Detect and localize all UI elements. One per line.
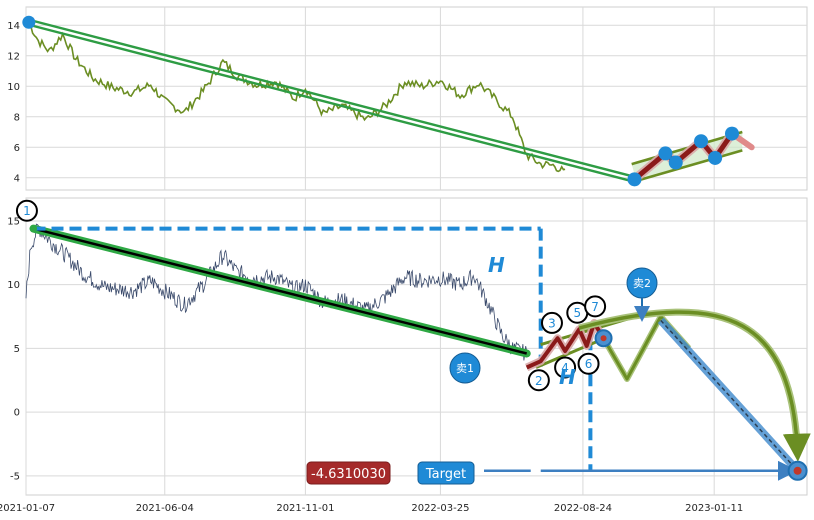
point-label-number: 3 — [548, 316, 556, 330]
point-label-circle — [584, 295, 607, 318]
point-label-circle — [15, 199, 38, 222]
y-tick-label: 6 — [14, 143, 20, 154]
point-label-number: 7 — [591, 300, 599, 314]
value-box — [306, 461, 391, 485]
x-tick-label: 2021-06-04 — [136, 503, 194, 514]
y-tick-label: 10 — [7, 280, 20, 291]
start-point-marker — [30, 225, 38, 233]
target-box — [417, 461, 475, 485]
y-tick-label: 15 — [7, 216, 20, 227]
top-chart-panel: 4 6 8 10 12 14 — [7, 6, 808, 191]
point-label-number: 5 — [573, 306, 581, 320]
zigzag-point-marker — [658, 146, 673, 161]
y-tick-label: 8 — [14, 112, 20, 123]
trend-line-lower — [28, 23, 635, 183]
sell1-label: 卖1 — [456, 362, 474, 375]
y-tick-label: 14 — [7, 21, 20, 32]
y-tick-label: 4 — [14, 173, 20, 184]
sell2-label: 卖2 — [633, 277, 651, 290]
sell2-line — [660, 319, 799, 472]
height-label-h1: H — [488, 253, 505, 277]
point-label-number: 4 — [561, 361, 569, 375]
bottom-plot-frame — [25, 197, 808, 496]
bottom-chart-content: 1 2 3 4 5 6 7 H H 卖1 卖2 -4.6310030 Target — [15, 199, 811, 485]
point-label-circle — [554, 356, 577, 379]
price-series-line — [25, 223, 528, 361]
zigzag-point-marker — [724, 126, 739, 141]
channel-lower-line — [636, 149, 743, 183]
target-point-center — [793, 466, 802, 475]
point-label-circle — [527, 369, 550, 392]
point-label-circle — [540, 311, 563, 334]
y-tick-label: 0 — [14, 408, 20, 419]
x-tick-label: 2021-01-07 — [0, 503, 55, 514]
point-label-number: 1 — [23, 204, 31, 218]
y-tick-label: -5 — [10, 471, 20, 482]
zigzag-end-center — [600, 335, 607, 342]
point-label-circle — [577, 352, 600, 375]
height-label-h2: H — [559, 365, 576, 389]
trend-start-marker — [22, 15, 36, 29]
zigzag-point-marker — [668, 155, 683, 170]
zigzag-point-marker — [708, 150, 723, 165]
y-tick-label: 5 — [14, 344, 20, 355]
point-label-number: 6 — [585, 357, 593, 371]
x-tick-label: 2022-08-24 — [554, 503, 612, 514]
projection-arc-arrow — [578, 310, 811, 462]
top-y-ticks: 4 6 8 10 12 14 — [7, 21, 20, 185]
x-tick-label: 2021-11-01 — [276, 503, 334, 514]
bottom-x-ticks: 2021-01-07 2021-06-04 2021-11-01 2022-03-25… — [0, 503, 743, 514]
y-tick-label: 10 — [7, 82, 20, 93]
value-box-text: -4.6310030 — [311, 467, 386, 482]
x-tick-label: 2023-01-11 — [685, 503, 743, 514]
trend-line-upper — [28, 18, 635, 178]
point-label-number: 2 — [535, 374, 543, 388]
price-series-line — [28, 21, 566, 173]
target-box-text: Target — [425, 467, 466, 482]
x-tick-label: 2022-03-25 — [411, 503, 469, 514]
zigzag-point-marker — [627, 172, 642, 187]
y-tick-label: 12 — [7, 51, 20, 62]
bottom-y-ticks: -5 0 5 10 15 — [7, 216, 20, 482]
zigzag-point-marker — [694, 134, 709, 149]
top-chart-content — [22, 15, 755, 187]
sell1-badge — [449, 352, 481, 384]
trend-line — [33, 227, 528, 355]
